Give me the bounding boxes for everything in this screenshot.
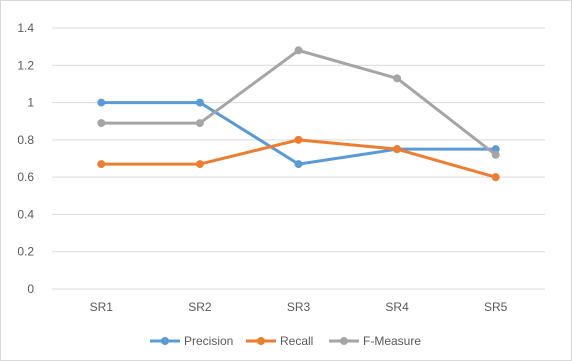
data-point — [97, 98, 106, 107]
legend-marker — [340, 337, 348, 345]
gridlines — [52, 27, 545, 290]
data-point — [294, 160, 303, 169]
y-tick-label: 1 — [27, 96, 34, 110]
y-tick-label: 0.8 — [17, 133, 34, 147]
legend-marker — [257, 337, 265, 345]
x-tick-label: SR1 — [90, 300, 114, 314]
legend-label: F-Measure — [363, 334, 421, 348]
data-point — [491, 150, 500, 159]
x-tick-label: SR3 — [287, 300, 311, 314]
y-tick-label: 1.2 — [17, 58, 34, 72]
series-recall — [97, 135, 500, 182]
legend: Precision Recall F-Measure — [150, 334, 421, 348]
data-point — [491, 145, 500, 154]
legend-label: Precision — [184, 334, 233, 348]
data-point — [393, 74, 402, 83]
data-point — [491, 173, 500, 182]
data-point — [294, 46, 303, 55]
series-line — [99, 101, 498, 166]
y-tick-label: 0.6 — [17, 170, 34, 184]
x-axis: SR1 SR2 SR3 SR4 SR5 — [90, 300, 508, 314]
legend-item: Precision — [150, 334, 233, 348]
series-line — [99, 138, 498, 179]
legend-item: F-Measure — [329, 334, 421, 348]
legend-marker — [161, 337, 169, 345]
data-point — [195, 98, 204, 107]
y-tick-label: 0 — [27, 282, 34, 296]
series-precision — [97, 98, 500, 169]
data-point — [195, 160, 204, 169]
x-tick-label: SR4 — [385, 300, 409, 314]
data-point — [97, 160, 106, 169]
legend-item: Recall — [246, 334, 313, 348]
data-point — [97, 119, 106, 128]
data-point — [195, 119, 204, 128]
x-tick-label: SR2 — [188, 300, 212, 314]
series-f-measure — [97, 46, 500, 159]
x-tick-label: SR5 — [484, 300, 508, 314]
y-tick-label: 0.2 — [17, 245, 34, 259]
series-layer — [97, 46, 500, 182]
data-point — [393, 145, 402, 154]
legend-label: Recall — [280, 334, 313, 348]
data-point — [294, 135, 303, 144]
y-tick-label: 0.4 — [17, 207, 34, 221]
y-axis: 0 0.2 0.4 0.6 0.8 1 1.2 1.4 — [17, 21, 34, 296]
y-tick-label: 1.4 — [17, 21, 34, 35]
